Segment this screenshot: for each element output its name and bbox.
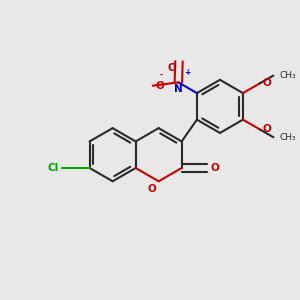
Text: Cl: Cl (47, 163, 58, 173)
Text: O: O (262, 78, 272, 88)
Text: O: O (155, 81, 164, 91)
Text: -: - (160, 71, 163, 80)
Text: O: O (210, 163, 219, 173)
Text: +: + (184, 68, 191, 77)
Text: CH₃: CH₃ (280, 71, 296, 80)
Text: O: O (167, 63, 176, 73)
Text: O: O (262, 124, 272, 134)
Text: O: O (147, 184, 156, 194)
Text: CH₃: CH₃ (280, 133, 296, 142)
Text: N: N (174, 84, 183, 94)
